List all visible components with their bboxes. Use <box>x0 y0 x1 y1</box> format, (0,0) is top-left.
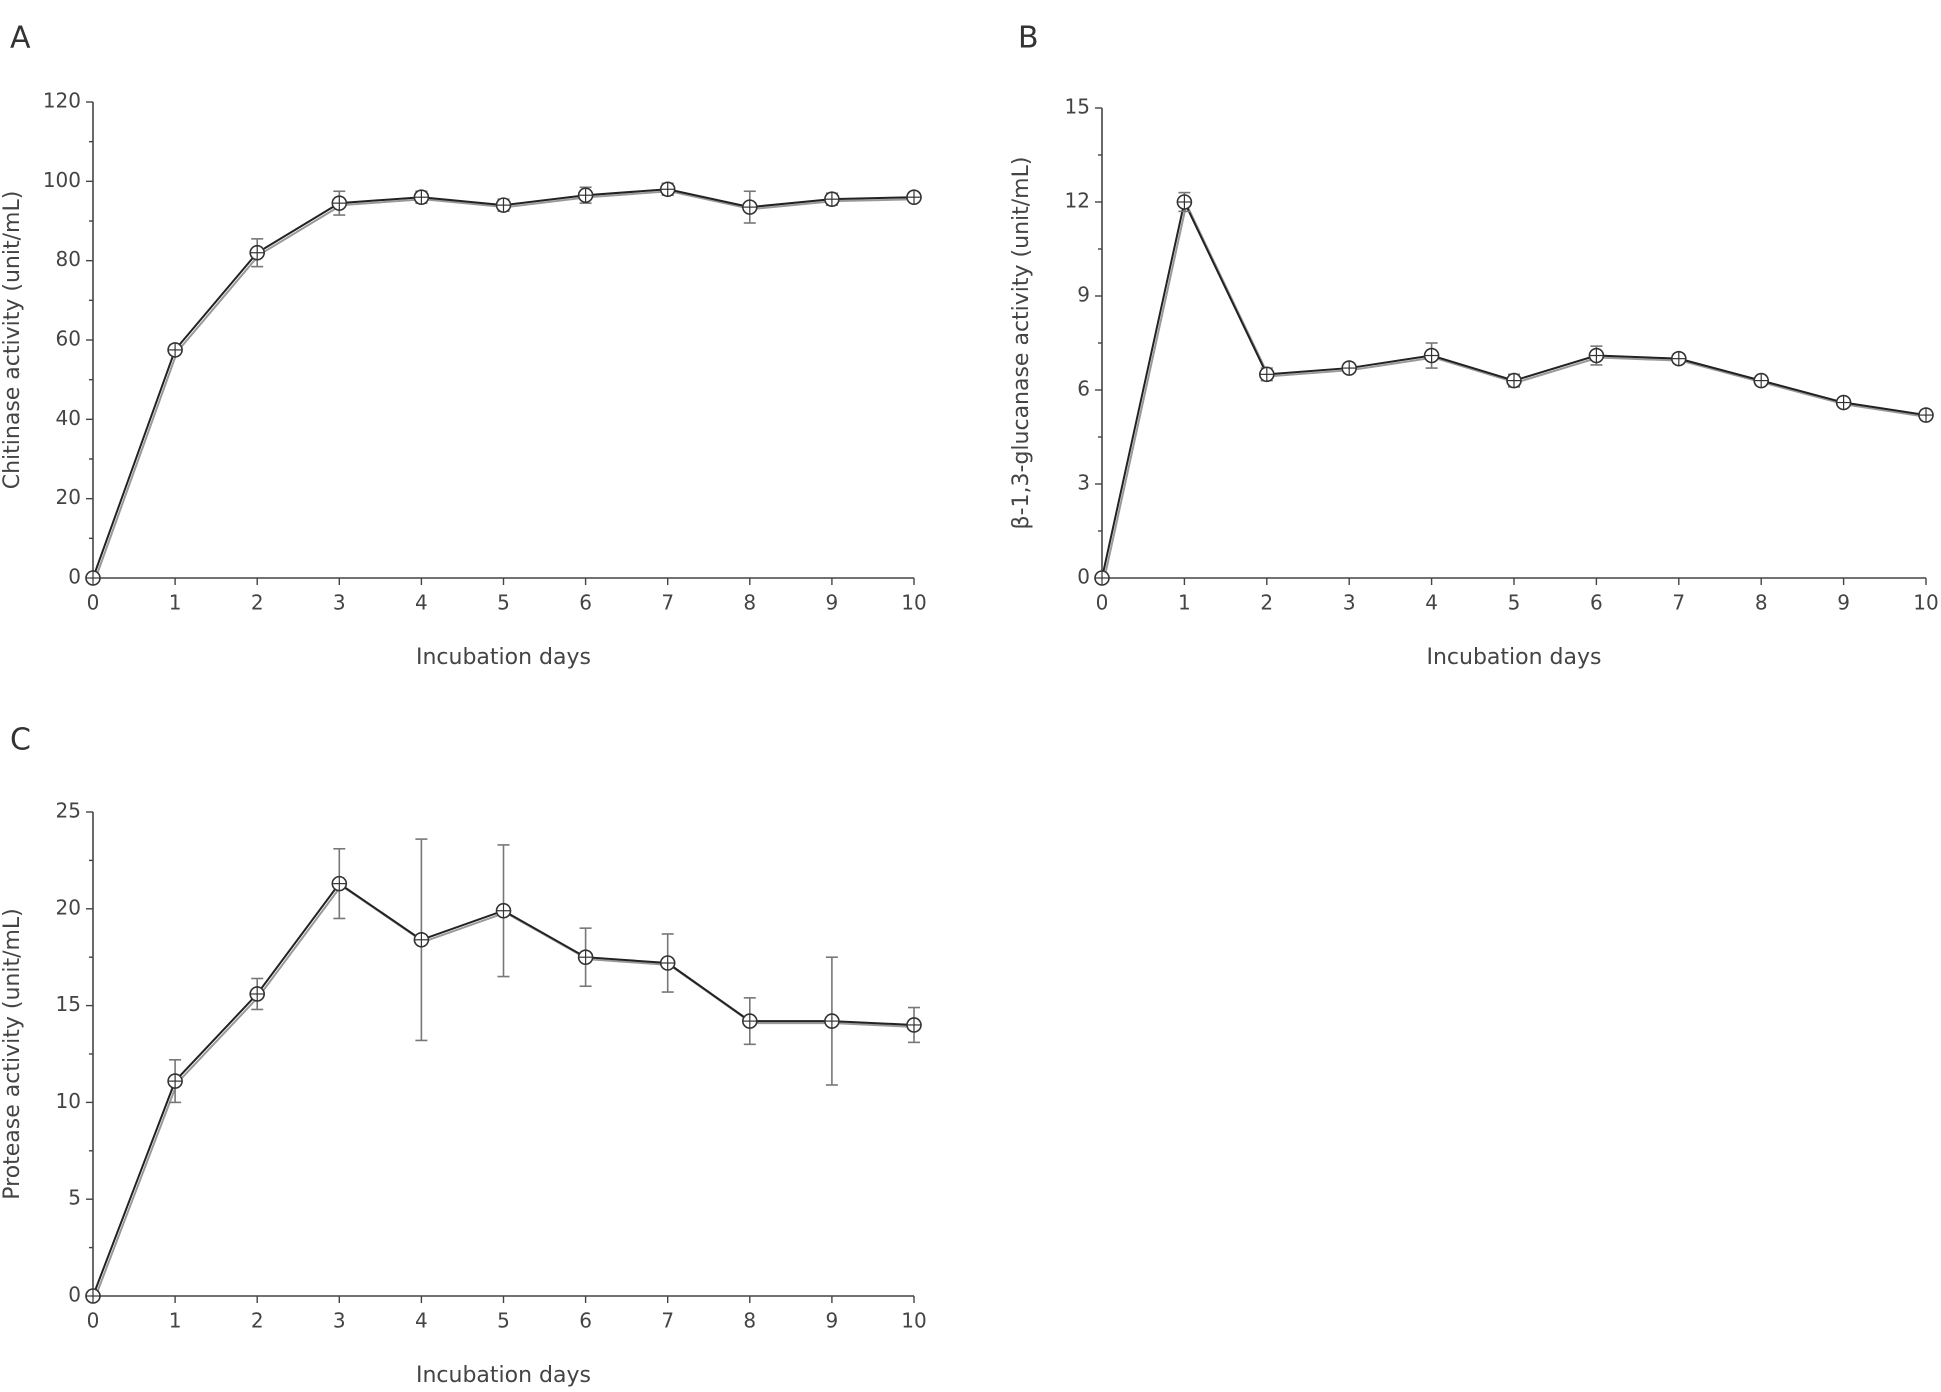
y-tick-label: 80 <box>56 247 81 271</box>
y-tick-label: 120 <box>43 89 81 113</box>
x-tick-label: 0 <box>1096 591 1109 615</box>
panel-letter: B <box>1018 21 1039 56</box>
x-tick-label: 8 <box>743 1309 756 1333</box>
x-tick-label: 7 <box>661 1309 674 1333</box>
x-tick-label: 4 <box>415 1309 428 1333</box>
x-axis-title: Incubation days <box>416 645 591 670</box>
x-tick-label: 1 <box>169 591 182 615</box>
y-tick-label: 9 <box>1077 283 1090 307</box>
panel-letter: A <box>10 21 31 56</box>
x-axis-title: Incubation days <box>416 1363 591 1388</box>
panel-c: C 0 5 10 15 20 25 0 1 2 3 4 5 6 7 8 9 10 Incubation days Pr… <box>0 723 927 1388</box>
x-tick-label: 8 <box>1755 591 1768 615</box>
y-tick-label: 20 <box>56 485 81 509</box>
y-tick-label: 10 <box>56 1089 81 1113</box>
x-tick-label: 10 <box>901 591 926 615</box>
y-tick-label: 0 <box>68 565 81 589</box>
x-tick-label: 6 <box>579 1309 592 1333</box>
x-tick-label: 2 <box>251 591 264 615</box>
x-tick-label: 7 <box>1672 591 1685 615</box>
y-tick-label: 25 <box>56 799 81 823</box>
x-tick-label: 4 <box>415 591 428 615</box>
y-tick-label: 15 <box>1065 95 1090 119</box>
x-tick-label: 7 <box>661 591 674 615</box>
x-tick-label: 9 <box>1837 591 1850 615</box>
x-tick-label: 10 <box>901 1309 926 1333</box>
y-tick-label: 100 <box>43 168 81 192</box>
x-tick-label: 1 <box>1178 591 1191 615</box>
series-line-shadow <box>94 884 917 1299</box>
y-tick-label: 3 <box>1077 471 1090 495</box>
x-tick-label: 0 <box>87 1309 100 1333</box>
series-line <box>1101 198 1927 579</box>
series-line-shadow <box>94 190 917 581</box>
x-tick-label: 8 <box>743 591 756 615</box>
x-tick-label: 10 <box>1913 591 1938 615</box>
y-axis-title: Protease activity (unit/mL) <box>0 908 25 1200</box>
x-tick-label: 3 <box>1343 591 1356 615</box>
y-tick-label: 0 <box>1077 565 1090 589</box>
y-tick-label: 12 <box>1065 189 1090 213</box>
x-tick-label: 3 <box>333 591 346 615</box>
x-tick-label: 6 <box>1590 591 1603 615</box>
y-tick-label: 5 <box>68 1186 81 1210</box>
x-tick-label: 9 <box>826 591 839 615</box>
x-axis-title: Incubation days <box>1427 645 1602 670</box>
panel-letter: C <box>10 723 31 758</box>
x-tick-label: 4 <box>1425 591 1438 615</box>
x-tick-label: 5 <box>497 591 510 615</box>
series-line <box>92 188 915 579</box>
x-tick-label: 5 <box>1508 591 1521 615</box>
x-tick-label: 6 <box>579 591 592 615</box>
y-tick-label: 60 <box>56 327 81 351</box>
x-tick-label: 3 <box>333 1309 346 1333</box>
x-tick-label: 2 <box>1260 591 1273 615</box>
x-tick-label: 2 <box>251 1309 264 1333</box>
y-tick-label: 6 <box>1077 377 1090 401</box>
panel-a: A 0 20 40 60 80 100 120 0 1 2 3 4 5 6 7 8 9 10 Incubation d… <box>0 21 927 670</box>
y-axis-title: Chitinase activity (unit/mL) <box>0 191 25 490</box>
y-tick-label: 0 <box>68 1283 81 1307</box>
y-tick-label: 20 <box>56 895 81 919</box>
x-tick-label: 9 <box>826 1309 839 1333</box>
x-tick-label: 1 <box>169 1309 182 1333</box>
y-tick-label: 40 <box>56 406 81 430</box>
y-tick-label: 15 <box>56 992 81 1016</box>
x-tick-label: 0 <box>87 591 100 615</box>
y-axis-title: β-1,3-glucanase activity (unit/mL) <box>1009 157 1034 530</box>
x-tick-label: 5 <box>497 1309 510 1333</box>
